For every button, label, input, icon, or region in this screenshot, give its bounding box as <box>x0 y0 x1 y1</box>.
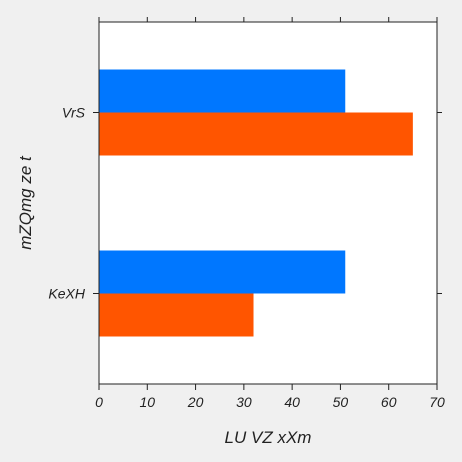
y-tick-label: KeXH <box>48 286 85 302</box>
x-tick-label: 60 <box>381 394 397 410</box>
bar-KeXH-series-1 <box>99 250 346 294</box>
x-tick-label: 50 <box>333 394 349 410</box>
y-tick-label: VrS <box>62 105 86 121</box>
x-tick-label: 40 <box>284 394 300 410</box>
x-tick-label: 10 <box>139 394 155 410</box>
x-tick-label: 30 <box>236 394 252 410</box>
bars-group <box>99 69 413 337</box>
bar-KeXH-series-2 <box>99 293 254 337</box>
x-tick-label: 20 <box>187 394 204 410</box>
bar-VrS-series-1 <box>99 69 346 113</box>
x-tick-label: 70 <box>429 394 445 410</box>
x-tick-label: 0 <box>95 394 103 410</box>
x-axis-title: LU VZ xXm <box>225 428 312 447</box>
plot-frame <box>98 21 438 385</box>
ticks-group: VrS KeXH 0 10 20 30 40 50 60 70 <box>48 17 445 410</box>
bar-VrS-series-2 <box>99 112 413 156</box>
y-axis-title: mZQmg ze t <box>16 155 35 250</box>
